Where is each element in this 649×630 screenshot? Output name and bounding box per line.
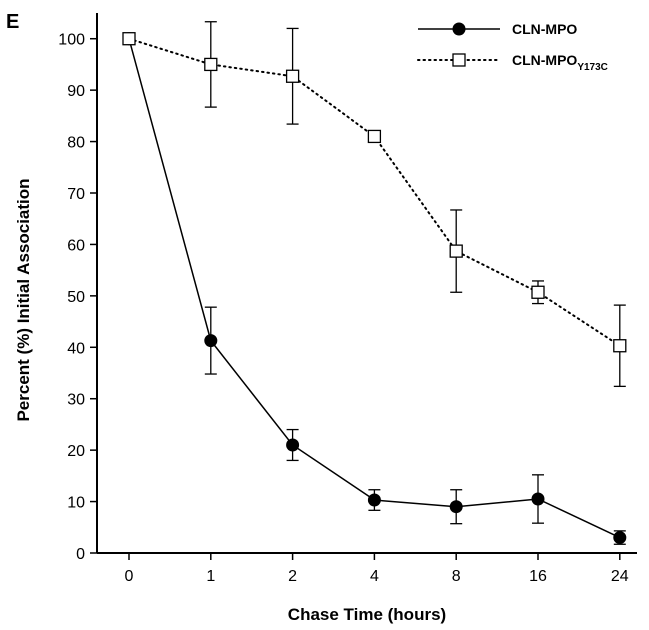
- x-tick-label: 4: [370, 568, 379, 585]
- y-tick-label: 60: [67, 237, 85, 254]
- data-point: [613, 531, 627, 545]
- series-line: [128, 37, 621, 347]
- x-ticks: 0 1 2 4 8 16 24: [125, 553, 629, 585]
- data-point: [204, 334, 218, 348]
- panel-label: E: [6, 11, 19, 33]
- series-line: [128, 38, 621, 539]
- x-tick-label: 1: [206, 568, 215, 585]
- y-tick-label: 80: [67, 135, 85, 152]
- x-axis-label: Chase Time (hours): [288, 605, 446, 624]
- legend: CLN-MPO CLN-MPOY173C: [417, 21, 608, 73]
- plot-area: [122, 21, 627, 545]
- y-tick-label: 0: [76, 546, 85, 563]
- x-tick-label: 0: [125, 568, 134, 585]
- data-point: [286, 438, 300, 452]
- legend-marker: [452, 22, 466, 36]
- legend-item: CLN-MPOY173C: [417, 52, 608, 73]
- data-point: [122, 32, 136, 46]
- data-point: [367, 493, 381, 507]
- y-tick-label: 10: [67, 495, 85, 512]
- legend-label: CLN-MPOY173C: [512, 52, 608, 73]
- y-tick-label: 30: [67, 392, 85, 409]
- y-tick-label: 40: [67, 340, 85, 357]
- x-tick-label: 2: [288, 568, 297, 585]
- y-tick-label: 20: [67, 443, 85, 460]
- x-tick-label: 8: [452, 568, 461, 585]
- series-cln-mpo: [122, 32, 627, 545]
- x-tick-label: 16: [529, 568, 547, 585]
- data-point: [204, 57, 218, 72]
- data-point: [531, 285, 545, 299]
- data-point: [449, 500, 463, 514]
- axes: [96, 13, 637, 554]
- legend-item: CLN-MPO: [418, 21, 577, 37]
- y-ticks: 0 10 20 30 40 50 60 70 80 90 100: [58, 32, 97, 563]
- data-point: [285, 69, 300, 83]
- data-point: [613, 339, 627, 353]
- legend-marker: [452, 53, 466, 67]
- y-tick-label: 100: [58, 32, 85, 49]
- y-tick-label: 90: [67, 83, 85, 100]
- data-point: [367, 129, 382, 144]
- y-tick-label: 70: [67, 186, 85, 203]
- x-tick-label: 24: [611, 568, 629, 585]
- series-cln-mpo-y173c: [122, 21, 627, 388]
- data-point: [531, 492, 545, 506]
- data-point: [449, 244, 463, 258]
- legend-label: CLN-MPO: [512, 21, 577, 37]
- y-axis-label: Percent (%) Initial Association: [14, 178, 33, 421]
- y-tick-label: 50: [67, 289, 85, 306]
